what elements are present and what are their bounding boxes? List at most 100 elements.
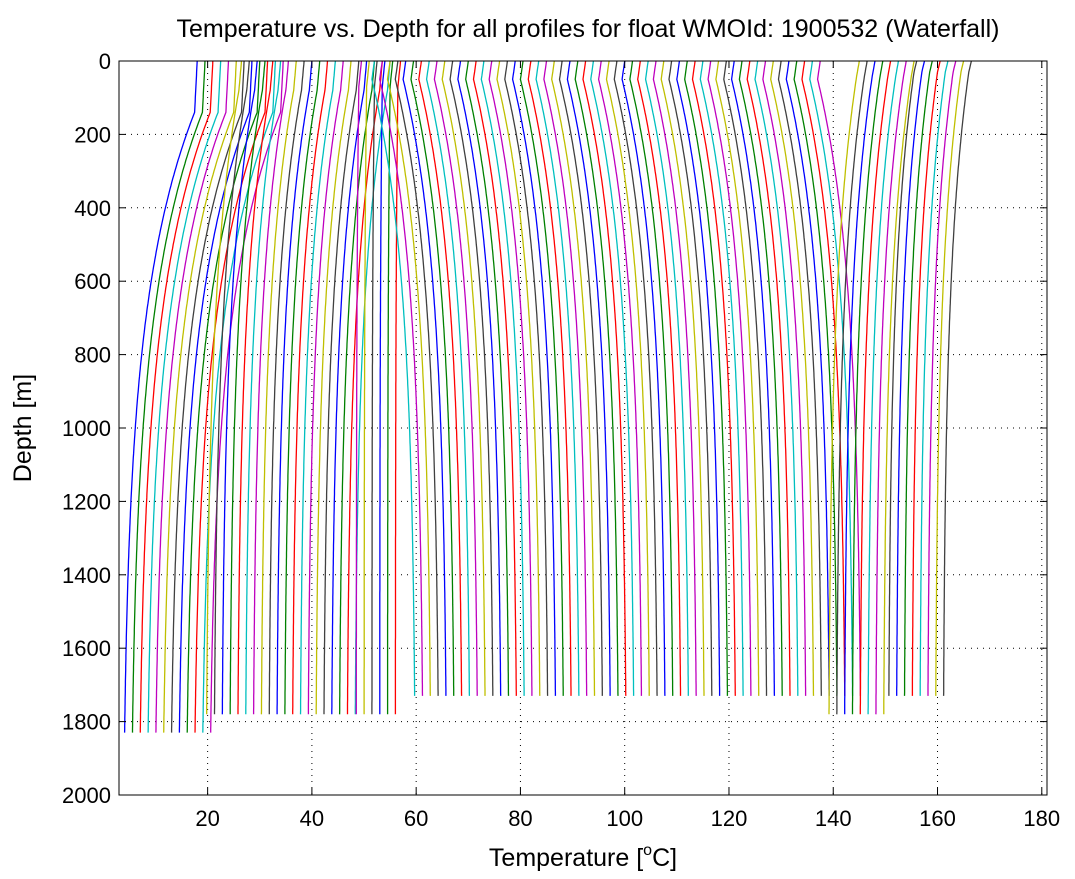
profile-line — [723, 61, 768, 696]
profile-line — [284, 61, 321, 715]
y-tick-label: 1600 — [62, 636, 111, 661]
profile-line — [644, 61, 689, 696]
profile-line — [511, 61, 557, 696]
profile-line — [213, 61, 250, 715]
profile-line — [652, 61, 697, 696]
x-tick-label: 40 — [300, 806, 324, 831]
profile-line — [221, 61, 258, 715]
profile-line — [488, 61, 533, 696]
profile-line — [394, 61, 439, 696]
y-tick-label: 400 — [74, 196, 111, 221]
profile-line — [605, 61, 650, 696]
x-tick-label: 100 — [606, 806, 643, 831]
profile-line — [245, 61, 282, 715]
y-tick-label: 600 — [74, 269, 111, 294]
profile-line — [859, 61, 892, 715]
profile-line — [699, 61, 744, 696]
profile-line — [386, 61, 431, 696]
y-tick-label: 0 — [99, 49, 111, 74]
profile-line — [260, 61, 297, 715]
profile-line — [867, 61, 900, 715]
y-tick-label: 1400 — [62, 563, 111, 588]
profile-line — [793, 61, 838, 696]
profile-line — [730, 61, 776, 696]
profile-line — [178, 61, 253, 733]
profile-line — [202, 61, 277, 733]
profile-line — [851, 61, 884, 715]
profile-line — [307, 61, 344, 715]
profile-line — [574, 61, 619, 696]
profile-line — [785, 61, 830, 696]
profile-line — [828, 61, 860, 715]
x-tick-label: 60 — [404, 806, 428, 831]
x-tick-label: 20 — [195, 806, 219, 831]
profile-line — [299, 61, 337, 715]
profile-line — [836, 61, 868, 715]
profile-line — [163, 61, 237, 733]
x-tick-label: 180 — [1023, 806, 1060, 831]
profile-line — [801, 61, 846, 696]
profile-line — [527, 61, 572, 696]
profile-line — [691, 61, 736, 696]
profile-line — [816, 61, 862, 696]
profile-line — [566, 61, 611, 696]
y-tick-label: 800 — [74, 343, 111, 368]
x-axis-ticks: 20 40 60 80 100 120 140 160 180 — [195, 61, 1060, 831]
profile-line — [597, 61, 643, 696]
profile-line — [441, 61, 486, 696]
profile-line — [449, 61, 494, 696]
profile-line — [919, 61, 949, 696]
x-tick-label: 80 — [508, 806, 532, 831]
profile-line — [237, 61, 274, 715]
profile-line — [754, 61, 799, 696]
profile-line — [519, 61, 564, 696]
profile-line — [496, 61, 541, 696]
profile-line — [346, 61, 383, 715]
profile-line — [738, 61, 783, 696]
profile-line — [582, 61, 627, 696]
profile-line — [629, 61, 674, 696]
profile-line — [363, 61, 370, 715]
profile-line — [746, 61, 791, 696]
profile-line — [139, 61, 214, 733]
profile-line — [613, 61, 658, 696]
profile-line — [707, 61, 752, 696]
profile-line — [809, 61, 854, 696]
profile-line — [888, 61, 918, 696]
profile-line — [480, 61, 525, 696]
profile-line — [402, 61, 447, 696]
profile-line — [504, 61, 549, 696]
profile-line — [535, 61, 580, 696]
profile-lines — [123, 61, 973, 733]
profile-line — [206, 61, 243, 715]
x-tick-label: 140 — [815, 806, 852, 831]
x-axis-label: Temperature [oC] — [489, 842, 677, 872]
profile-line — [323, 61, 360, 715]
profile-line — [668, 61, 713, 696]
profile-line — [896, 61, 926, 696]
profile-line — [903, 61, 933, 696]
y-tick-label: 200 — [74, 122, 111, 147]
profile-line — [558, 61, 603, 696]
profile-line — [194, 61, 269, 733]
profile-line — [268, 61, 305, 715]
y-axis-ticks: 0 200 400 600 800 1000 1200 1400 1600 1800 2000 — [62, 49, 1047, 808]
profile-line — [942, 61, 973, 696]
profile-line — [762, 61, 807, 696]
profile-line — [676, 61, 721, 696]
profile-line — [252, 61, 290, 715]
x-tick-label: 120 — [711, 806, 748, 831]
x-tick-label: 160 — [919, 806, 956, 831]
profile-line — [147, 61, 222, 733]
profile-line — [210, 61, 284, 733]
profile-line — [844, 61, 876, 715]
profile-line — [660, 61, 705, 696]
profile-line — [229, 61, 266, 715]
profile-line — [276, 61, 313, 715]
profile-line — [170, 61, 245, 733]
profile-line — [472, 61, 517, 696]
x-axis-label-unit: C] — [652, 844, 677, 872]
profile-line — [425, 61, 471, 696]
